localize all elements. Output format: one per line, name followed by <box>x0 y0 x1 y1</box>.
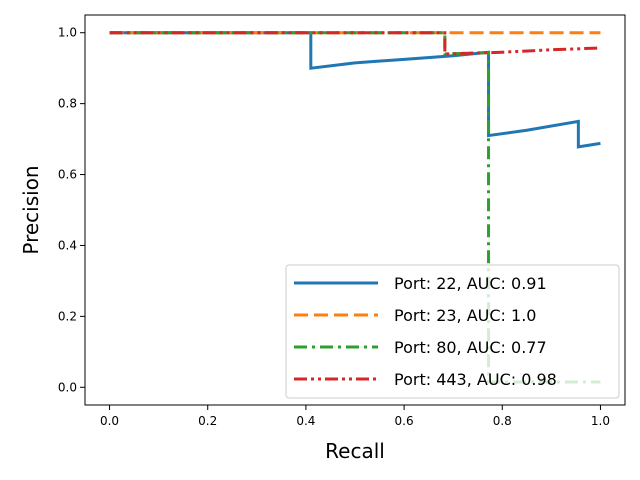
y-axis-ticks: 0.0 0.2 0.4 0.6 0.8 1.0 <box>58 26 85 394</box>
y-tick-label-1: 0.2 <box>58 309 77 323</box>
x-tick-label-5: 1.0 <box>591 414 610 428</box>
legend-box <box>285 264 620 399</box>
y-axis-title: Precision <box>19 165 43 254</box>
legend: Port: 22, AUC: 0.91 Port: 23, AUC: 1.0 Por… <box>285 264 620 399</box>
y-tick-label-5: 1.0 <box>58 26 77 40</box>
legend-label-0: Port: 22, AUC: 0.91 <box>394 274 547 293</box>
y-tick-label-0: 0.0 <box>58 380 77 394</box>
series-line-3 <box>109 31 601 56</box>
legend-label-1: Port: 23, AUC: 1.0 <box>394 306 536 325</box>
x-tick-label-3: 0.6 <box>395 414 414 428</box>
legend-label-2: Port: 80, AUC: 0.77 <box>394 338 547 357</box>
y-tick-label-3: 0.6 <box>58 168 77 182</box>
x-tick-label-4: 0.8 <box>493 414 512 428</box>
y-tick-label-2: 0.4 <box>58 238 77 252</box>
legend-label-3: Port: 443, AUC: 0.98 <box>394 370 557 389</box>
x-tick-label-1: 0.2 <box>198 414 217 428</box>
x-axis-title: Recall <box>325 439 385 463</box>
x-tick-label-2: 0.4 <box>296 414 315 428</box>
y-tick-label-4: 0.8 <box>58 97 77 111</box>
x-axis-ticks: 0.0 0.2 0.4 0.6 0.8 1.0 <box>100 405 610 428</box>
plot-frame <box>84 14 626 406</box>
x-tick-label-0: 0.0 <box>100 414 119 428</box>
